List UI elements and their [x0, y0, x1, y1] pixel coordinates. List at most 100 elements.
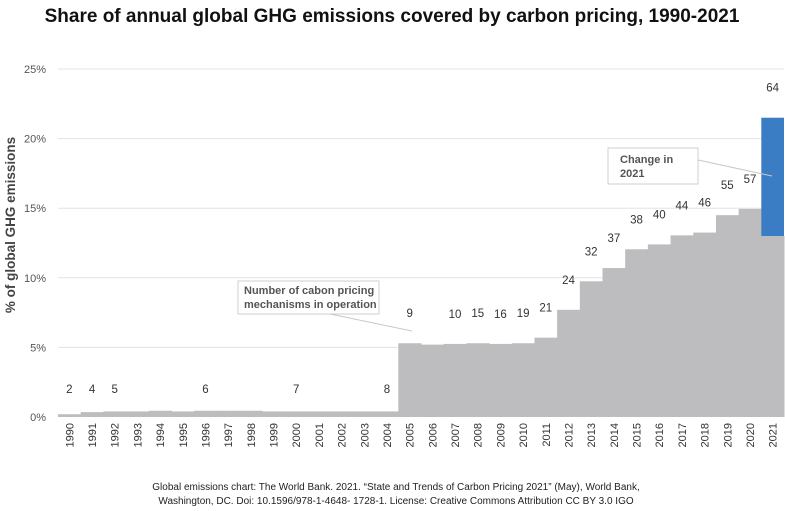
bar [602, 268, 626, 417]
annotation-mechanisms: Number of cabon pricing mechanisms in op… [237, 280, 413, 332]
x-tick-label: 2006 [427, 423, 439, 447]
annotation-mechanisms-box [237, 280, 380, 315]
bar [534, 337, 558, 417]
bar [466, 343, 490, 417]
data-label: 19 [517, 308, 530, 320]
x-tick-label: 1995 [178, 423, 190, 447]
bar [421, 344, 445, 417]
x-tick-label: 2004 [382, 423, 394, 447]
bar [239, 410, 263, 417]
data-label: 21 [539, 303, 552, 315]
bar [126, 411, 150, 417]
bar [80, 412, 104, 417]
data-label: 55 [721, 180, 734, 192]
source-line-1: Global emissions chart: The World Bank. … [152, 482, 639, 493]
bar [398, 343, 422, 417]
x-tick-label: 2011 [541, 423, 553, 447]
data-label: 46 [698, 198, 711, 210]
bar [216, 410, 240, 417]
bar [58, 414, 82, 417]
x-tick-label: 2014 [609, 423, 621, 447]
x-tick-label: 2015 [632, 423, 644, 447]
bar [489, 343, 513, 417]
x-tick-label: 2002 [337, 423, 349, 447]
bar [171, 411, 195, 417]
annotation-change: Change in 2021 [607, 147, 773, 185]
bar-change-2021 [761, 117, 784, 237]
source-line-2: Washington, DC. Doi: 10.1596/978-1-4648-… [158, 496, 633, 507]
bar [148, 410, 172, 417]
x-tick-label: 2008 [473, 423, 485, 447]
x-tick-label: 1999 [269, 423, 281, 447]
bar [511, 343, 535, 417]
x-tick-label: 2019 [722, 423, 734, 447]
y-tick-label: 25% [24, 64, 46, 76]
annotation-change-box [607, 147, 699, 185]
y-axis-label: % of global GHG emissions [3, 137, 18, 313]
y-tick-label: 20% [24, 134, 46, 146]
data-label: 8 [384, 384, 390, 396]
annotation-change-line2: 2021 [620, 168, 644, 180]
x-tick-label: 1994 [155, 423, 167, 447]
bar [557, 309, 581, 417]
bar [761, 236, 785, 417]
x-tick-label: 1996 [200, 423, 212, 447]
data-label: 16 [494, 309, 507, 321]
data-label: 15 [471, 308, 484, 320]
x-tick-label: 2013 [586, 423, 598, 447]
y-tick-label: 0% [30, 412, 46, 424]
data-label: 44 [676, 200, 689, 212]
data-label: 10 [449, 309, 462, 321]
y-tick-label: 5% [30, 342, 46, 354]
bar [647, 244, 672, 417]
data-label: 9 [406, 308, 412, 320]
bar [738, 208, 762, 417]
data-label: 4 [89, 384, 96, 396]
x-tick-label: 1991 [87, 423, 99, 447]
data-label: 6 [202, 384, 208, 396]
data-label: 5 [112, 384, 118, 396]
bar [579, 281, 603, 417]
data-label: 64 [766, 83, 779, 95]
data-label: 7 [293, 384, 299, 396]
x-tick-label: 1997 [223, 423, 235, 447]
bar [625, 249, 649, 417]
chart-title: Share of annual global GHG emissions cov… [45, 6, 740, 27]
x-tick-label: 2021 [768, 423, 780, 447]
annotation-change-line1: Change in [620, 154, 673, 166]
bar [262, 411, 286, 417]
bar [693, 232, 717, 417]
x-tick-label: 2007 [450, 423, 462, 447]
x-tick-label: 2016 [654, 423, 666, 447]
x-tick-label: 2018 [700, 423, 712, 447]
bar [330, 411, 354, 417]
x-tick-label: 2012 [563, 423, 575, 447]
x-tick-label: 1992 [110, 423, 122, 447]
data-label: 38 [630, 214, 643, 226]
data-label: 57 [744, 174, 757, 186]
data-label: 32 [585, 246, 598, 258]
bars [58, 117, 785, 417]
bar [194, 410, 218, 417]
x-tick-label: 2009 [495, 423, 507, 447]
bar [715, 215, 740, 417]
x-tick-label: 2005 [405, 423, 417, 447]
annotation-mechanisms-line2: mechanisms in operation [244, 299, 377, 311]
x-tick-label: 1998 [246, 423, 258, 447]
annotation-change-pointer [697, 159, 773, 177]
bar [443, 343, 467, 417]
data-label: 2 [66, 384, 72, 396]
x-tick-label: 2003 [359, 423, 371, 447]
x-tick-label: 2001 [314, 423, 326, 447]
annotation-mechanisms-pointer [329, 313, 413, 332]
x-axis-ticks: 1990 1991 1992 1993 1994 1995 1996 1997 1998 1999… [64, 423, 779, 447]
y-tick-label: 10% [24, 273, 46, 285]
bar [352, 411, 377, 417]
bar [103, 411, 127, 417]
bar [307, 411, 331, 417]
x-tick-label: 1990 [64, 423, 76, 447]
bar [375, 411, 399, 417]
annotation-mechanisms-line1: Number of cabon pricing [244, 285, 374, 297]
